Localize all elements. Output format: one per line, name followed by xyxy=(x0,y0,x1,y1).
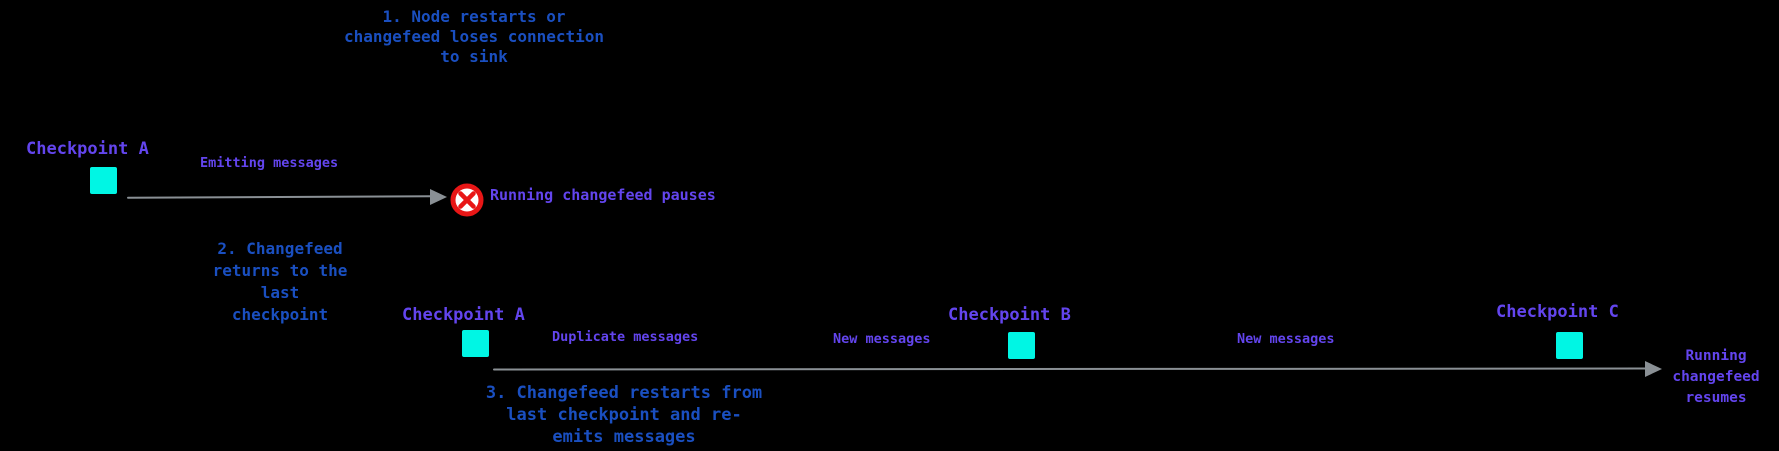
timeline1-arrowhead-icon xyxy=(430,189,447,205)
timeline2-arrowhead-icon xyxy=(1645,361,1662,377)
checkpoint-c-label: Checkpoint C xyxy=(1496,302,1619,322)
duplicate-messages-label: Duplicate messages xyxy=(552,329,699,345)
new-messages-label-2: New messages xyxy=(1237,331,1335,347)
pause-x-circle-icon xyxy=(450,183,484,217)
checkpoint-a-label-timeline2: Checkpoint A xyxy=(402,305,525,325)
timeline1-line xyxy=(126,195,433,199)
emitting-messages-label: Emitting messages xyxy=(200,155,339,171)
resume-status-label: Running changefeed resumes xyxy=(1672,348,1760,406)
checkpoint-b-marker xyxy=(1008,332,1035,359)
step-2-note: 2. Changefeed returns to the last checkp… xyxy=(212,239,348,324)
checkpoint-a-label-timeline1: Checkpoint A xyxy=(26,139,149,159)
pause-status-label: Running changefeed pauses xyxy=(490,186,716,204)
new-messages-label-1: New messages xyxy=(833,331,931,347)
checkpoint-b-label: Checkpoint B xyxy=(948,305,1071,325)
checkpoint-a-marker-timeline1 xyxy=(90,167,117,194)
checkpoint-c-marker xyxy=(1556,332,1583,359)
step-1-note: 1. Node restarts or changefeed loses con… xyxy=(343,7,605,66)
step-3-note: 3. Changefeed restarts from last checkpo… xyxy=(485,383,763,447)
timeline2-line xyxy=(492,367,1647,371)
checkpoint-a-marker-timeline2 xyxy=(462,330,489,357)
